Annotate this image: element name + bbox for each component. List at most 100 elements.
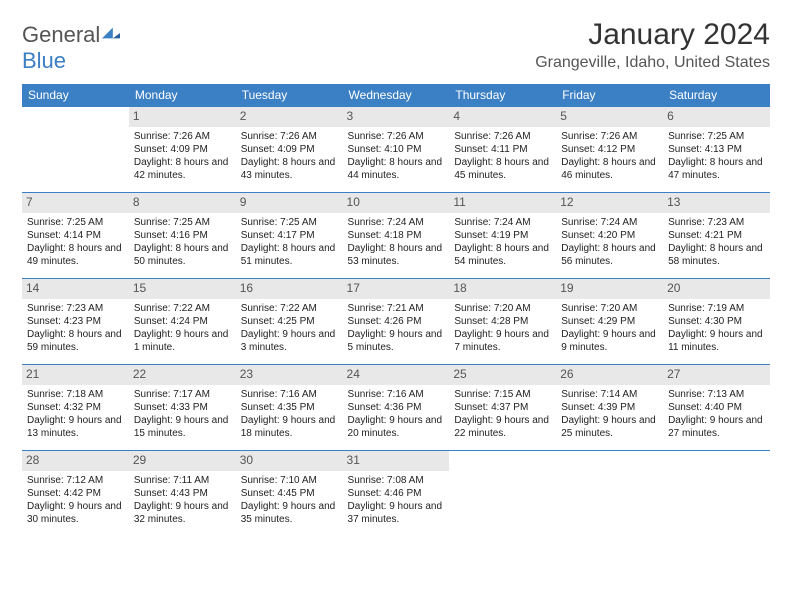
- day-number: 10: [343, 193, 450, 213]
- day-number: 13: [663, 193, 770, 213]
- day-header: Friday: [556, 84, 663, 107]
- calendar-cell: 17 Sunrise: 7:21 AMSunset: 4:26 PMDayligh…: [343, 279, 450, 365]
- day-header: Monday: [129, 84, 236, 107]
- day-info: Sunrise: 7:25 AMSunset: 4:17 PMDaylight:…: [241, 216, 338, 268]
- logo-text: GeneralBlue: [22, 22, 122, 74]
- day-number: 29: [129, 451, 236, 471]
- day-number: 16: [236, 279, 343, 299]
- day-number: 7: [22, 193, 129, 213]
- title-block: January 2024 Grangeville, Idaho, United …: [535, 18, 770, 72]
- calendar-cell: 27 Sunrise: 7:13 AMSunset: 4:40 PMDayligh…: [663, 365, 770, 451]
- day-number: 22: [129, 365, 236, 385]
- calendar-cell: 5Sunrise: 7:26 AMSunset: 4:12 PMDaylight…: [556, 107, 663, 193]
- calendar-cell: [663, 451, 770, 537]
- day-number: 2: [236, 107, 343, 127]
- calendar-cell: 6 Sunrise: 7:25 AMSunset: 4:13 PMDaylight…: [663, 107, 770, 193]
- day-info: Sunrise: 7:15 AMSunset: 4:37 PMDaylight:…: [454, 388, 551, 440]
- calendar-cell: 20 Sunrise: 7:19 AMSunset: 4:30 PMDayligh…: [663, 279, 770, 365]
- calendar-cell: 19 Sunrise: 7:20 AMSunset: 4:29 PMDayligh…: [556, 279, 663, 365]
- location-text: Grangeville, Idaho, United States: [535, 54, 770, 72]
- calendar-week: 28 Sunrise: 7:12 AMSunset: 4:42 PMDayligh…: [22, 451, 770, 537]
- calendar-cell: 12Sunrise: 7:24 AMSunset: 4:20 PMDayligh…: [556, 193, 663, 279]
- day-info: Sunrise: 7:19 AMSunset: 4:30 PMDaylight:…: [668, 302, 765, 354]
- day-number: 8: [129, 193, 236, 213]
- day-number: 25: [449, 365, 556, 385]
- day-number: 15: [129, 279, 236, 299]
- day-info: Sunrise: 7:25 AMSunset: 4:13 PMDaylight:…: [668, 130, 765, 182]
- calendar-cell: 1Sunrise: 7:26 AMSunset: 4:09 PMDaylight…: [129, 107, 236, 193]
- day-number: 27: [663, 365, 770, 385]
- day-info: Sunrise: 7:12 AMSunset: 4:42 PMDaylight:…: [27, 474, 124, 526]
- day-info: Sunrise: 7:26 AMSunset: 4:10 PMDaylight:…: [348, 130, 445, 182]
- day-info: Sunrise: 7:16 AMSunset: 4:36 PMDaylight:…: [348, 388, 445, 440]
- day-number: 30: [236, 451, 343, 471]
- logo: GeneralBlue: [22, 18, 122, 74]
- day-info: Sunrise: 7:17 AMSunset: 4:33 PMDaylight:…: [134, 388, 231, 440]
- calendar-cell: 16 Sunrise: 7:22 AMSunset: 4:25 PMDayligh…: [236, 279, 343, 365]
- day-header: Wednesday: [343, 84, 450, 107]
- day-info: Sunrise: 7:20 AMSunset: 4:29 PMDaylight:…: [561, 302, 658, 354]
- calendar-cell: [449, 451, 556, 537]
- calendar-cell: 26Sunrise: 7:14 AMSunset: 4:39 PMDayligh…: [556, 365, 663, 451]
- day-number: 17: [343, 279, 450, 299]
- day-info: Sunrise: 7:24 AMSunset: 4:19 PMDaylight:…: [454, 216, 551, 268]
- day-info: Sunrise: 7:20 AMSunset: 4:28 PMDaylight:…: [454, 302, 551, 354]
- day-info: Sunrise: 7:23 AMSunset: 4:21 PMDaylight:…: [668, 216, 765, 268]
- calendar-cell: 30 Sunrise: 7:10 AMSunset: 4:45 PMDayligh…: [236, 451, 343, 537]
- day-info: Sunrise: 7:24 AMSunset: 4:18 PMDaylight:…: [348, 216, 445, 268]
- day-number: 9: [236, 193, 343, 213]
- day-info: Sunrise: 7:16 AMSunset: 4:35 PMDaylight:…: [241, 388, 338, 440]
- calendar-cell: 18Sunrise: 7:20 AMSunset: 4:28 PMDayligh…: [449, 279, 556, 365]
- calendar-cell: 10 Sunrise: 7:24 AMSunset: 4:18 PMDayligh…: [343, 193, 450, 279]
- calendar-cell: [22, 107, 129, 193]
- calendar-cell: 21Sunrise: 7:18 AMSunset: 4:32 PMDayligh…: [22, 365, 129, 451]
- day-info: Sunrise: 7:21 AMSunset: 4:26 PMDaylight:…: [348, 302, 445, 354]
- day-info: Sunrise: 7:14 AMSunset: 4:39 PMDaylight:…: [561, 388, 658, 440]
- day-number: 14: [22, 279, 129, 299]
- day-info: Sunrise: 7:10 AMSunset: 4:45 PMDaylight:…: [241, 474, 338, 526]
- day-number: 19: [556, 279, 663, 299]
- calendar-cell: 11Sunrise: 7:24 AMSunset: 4:19 PMDayligh…: [449, 193, 556, 279]
- header: GeneralBlue January 2024 Grangeville, Id…: [22, 18, 770, 74]
- calendar-week: 21Sunrise: 7:18 AMSunset: 4:32 PMDayligh…: [22, 365, 770, 451]
- calendar-week: 14Sunrise: 7:23 AMSunset: 4:23 PMDayligh…: [22, 279, 770, 365]
- calendar-cell: 24 Sunrise: 7:16 AMSunset: 4:36 PMDayligh…: [343, 365, 450, 451]
- day-number: 28: [22, 451, 129, 471]
- calendar-cell: 7 Sunrise: 7:25 AMSunset: 4:14 PMDaylight…: [22, 193, 129, 279]
- day-number: 5: [556, 107, 663, 127]
- calendar-cell: 3 Sunrise: 7:26 AMSunset: 4:10 PMDaylight…: [343, 107, 450, 193]
- day-info: Sunrise: 7:11 AMSunset: 4:43 PMDaylight:…: [134, 474, 231, 526]
- calendar-table: SundayMondayTuesdayWednesdayThursdayFrid…: [22, 84, 770, 537]
- day-number: 1: [129, 107, 236, 127]
- calendar-cell: 28 Sunrise: 7:12 AMSunset: 4:42 PMDayligh…: [22, 451, 129, 537]
- day-number: 3: [343, 107, 450, 127]
- logo-word2: Blue: [22, 48, 66, 73]
- calendar-cell: [556, 451, 663, 537]
- calendar-cell: 23 Sunrise: 7:16 AMSunset: 4:35 PMDayligh…: [236, 365, 343, 451]
- calendar-cell: 4Sunrise: 7:26 AMSunset: 4:11 PMDaylight…: [449, 107, 556, 193]
- calendar-cell: 15 Sunrise: 7:22 AMSunset: 4:24 PMDayligh…: [129, 279, 236, 365]
- calendar-week: 7 Sunrise: 7:25 AMSunset: 4:14 PMDaylight…: [22, 193, 770, 279]
- day-info: Sunrise: 7:24 AMSunset: 4:20 PMDaylight:…: [561, 216, 658, 268]
- logo-mark-icon: [100, 24, 122, 42]
- calendar-cell: 31Sunrise: 7:08 AMSunset: 4:46 PMDayligh…: [343, 451, 450, 537]
- day-info: Sunrise: 7:22 AMSunset: 4:24 PMDaylight:…: [134, 302, 231, 354]
- day-info: Sunrise: 7:13 AMSunset: 4:40 PMDaylight:…: [668, 388, 765, 440]
- day-header: Tuesday: [236, 84, 343, 107]
- calendar-cell: 2Sunrise: 7:26 AMSunset: 4:09 PMDaylight…: [236, 107, 343, 193]
- calendar-cell: 9 Sunrise: 7:25 AMSunset: 4:17 PMDaylight…: [236, 193, 343, 279]
- calendar-week: 1Sunrise: 7:26 AMSunset: 4:09 PMDaylight…: [22, 107, 770, 193]
- day-info: Sunrise: 7:22 AMSunset: 4:25 PMDaylight:…: [241, 302, 338, 354]
- day-header: Sunday: [22, 84, 129, 107]
- day-number: 20: [663, 279, 770, 299]
- page-title: January 2024: [535, 18, 770, 52]
- calendar-cell: 13 Sunrise: 7:23 AMSunset: 4:21 PMDayligh…: [663, 193, 770, 279]
- day-number: 23: [236, 365, 343, 385]
- day-number: 24: [343, 365, 450, 385]
- day-info: Sunrise: 7:25 AMSunset: 4:14 PMDaylight:…: [27, 216, 124, 268]
- calendar-cell: 29 Sunrise: 7:11 AMSunset: 4:43 PMDayligh…: [129, 451, 236, 537]
- calendar-cell: 22 Sunrise: 7:17 AMSunset: 4:33 PMDayligh…: [129, 365, 236, 451]
- calendar-cell: 8Sunrise: 7:25 AMSunset: 4:16 PMDaylight…: [129, 193, 236, 279]
- day-number: 6: [663, 107, 770, 127]
- day-header: Thursday: [449, 84, 556, 107]
